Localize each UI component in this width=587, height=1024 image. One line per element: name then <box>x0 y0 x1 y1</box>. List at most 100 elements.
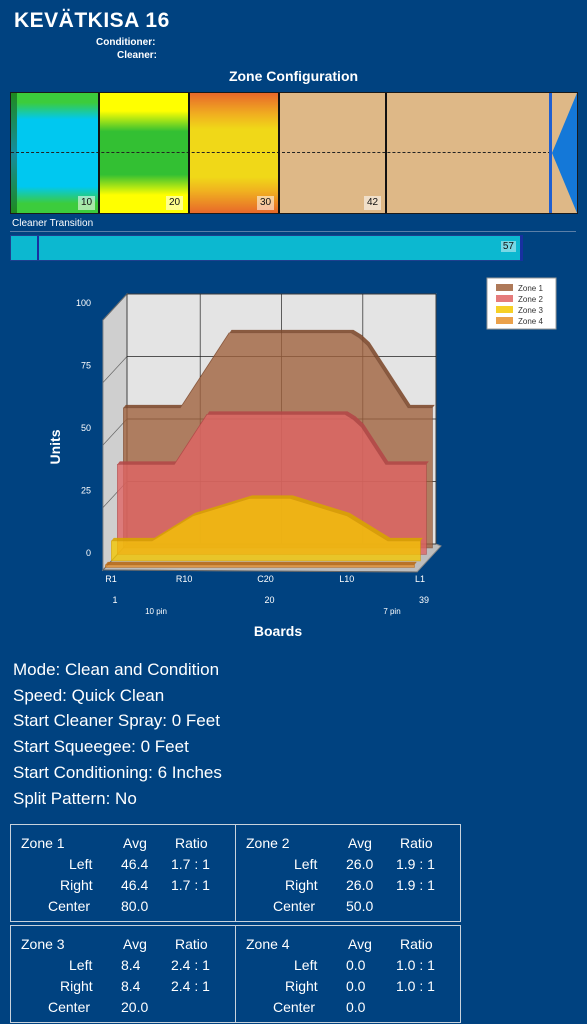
y-tick-label: 100 <box>76 298 91 308</box>
x-tick-label: L1 <box>415 574 425 584</box>
legend-label: Zone 3 <box>518 306 543 315</box>
zone-3-region <box>189 93 279 213</box>
zone-4-stats-box: Zone 4 Avg Ratio Left 0.0 1.0 : 1 Right 0.0 1.0 … <box>235 925 461 1023</box>
zone-2-stats-box: Zone 2 Avg Ratio Left 26.0 1.9 : 1 Right 26.0 1.… <box>235 824 461 922</box>
ratio-header: Ratio <box>400 936 433 952</box>
y-tick-label: 25 <box>81 486 91 496</box>
zone-1-edge <box>11 93 17 213</box>
legend-swatch <box>496 306 513 313</box>
zone-divider-10[interactable] <box>98 93 100 213</box>
legend-swatch <box>496 295 513 302</box>
x-axis-title: Boards <box>254 623 302 639</box>
zone-configuration-title: Zone Configuration <box>228 68 359 84</box>
lane-center-line <box>11 152 551 153</box>
x-tick-label: R10 <box>176 574 193 584</box>
y-tick-label: 0 <box>86 548 91 558</box>
x-annotation-10-pin: 10 pin <box>145 607 167 616</box>
left-avg: 8.4 <box>121 957 141 973</box>
cleaner-label: Cleaner: <box>117 50 158 61</box>
right-ratio: 1.9 : 1 <box>396 877 435 893</box>
right-label: Right <box>285 978 318 994</box>
zone-configuration-strip[interactable]: 10 20 30 42 <box>10 92 578 214</box>
zone-boundary-label: 30 <box>257 196 275 210</box>
series-top-1 <box>123 329 435 408</box>
left-ratio: 1.9 : 1 <box>396 856 435 872</box>
pin-deck-arrow-icon <box>552 93 577 213</box>
series-top-4 <box>105 561 417 565</box>
y-tick-label: 75 <box>81 361 91 371</box>
right-avg: 26.0 <box>346 877 374 893</box>
pattern-title: KEVÄTKISA 16 <box>14 9 170 32</box>
center-label: Center <box>48 999 91 1015</box>
center-avg: 80.0 <box>121 898 149 914</box>
center-avg: 0.0 <box>346 999 366 1015</box>
legend-swatch <box>496 284 513 291</box>
avg-header: Avg <box>348 936 372 952</box>
left-label: Left <box>294 856 318 872</box>
left-label: Left <box>69 957 93 973</box>
zone-divider-30[interactable] <box>278 93 280 213</box>
legend-swatch <box>496 317 513 324</box>
y-tick-label: 50 <box>81 423 91 433</box>
x-board-number: 1 <box>112 595 117 605</box>
right-label: Right <box>285 877 318 893</box>
x-board-number: 20 <box>264 595 274 605</box>
start-squeegee-setting: Start Squeegee: 0 Feet <box>13 737 189 756</box>
chart-gridline-side <box>102 293 128 321</box>
right-label: Right <box>60 877 93 893</box>
y-axis-title: Units <box>47 429 63 464</box>
legend-label: Zone 1 <box>518 284 543 293</box>
ratio-header: Ratio <box>175 936 208 952</box>
center-label: Center <box>273 999 316 1015</box>
left-ratio: 1.7 : 1 <box>171 856 210 872</box>
chart-floor-edge <box>102 569 418 573</box>
x-annotation-7-pin: 7 pin <box>383 607 400 616</box>
conditioner-label: Conditioner: <box>96 37 156 48</box>
speed-setting: Speed: Quick Clean <box>13 686 165 705</box>
zone-divider-42[interactable] <box>385 93 387 213</box>
left-ratio: 2.4 : 1 <box>171 957 210 973</box>
cleaner-transition-value: 57 <box>500 241 516 252</box>
x-tick-label: R1 <box>105 574 117 584</box>
legend-label: Zone 2 <box>518 295 543 304</box>
series-area-4 <box>105 564 415 568</box>
right-avg: 0.0 <box>346 978 366 994</box>
zone-boundary-label: 20 <box>166 196 184 210</box>
ratio-header: Ratio <box>400 835 433 851</box>
start-cleaner-spray-setting: Start Cleaner Spray: 0 Feet <box>13 711 220 730</box>
left-label: Left <box>69 856 93 872</box>
zone-2-region <box>99 93 189 213</box>
center-label: Center <box>273 898 316 914</box>
series-area-3 <box>111 497 421 562</box>
chart-gridline-side <box>102 356 128 383</box>
left-avg: 0.0 <box>346 957 366 973</box>
cleaner-transition-start-handle[interactable] <box>37 236 39 260</box>
x-board-number: 39 <box>419 595 429 605</box>
zone-divider-20[interactable] <box>188 93 190 213</box>
x-tick-label: L10 <box>339 574 354 584</box>
zone-boundary-label: 42 <box>364 196 382 210</box>
zone-name: Zone 1 <box>21 835 65 851</box>
start-conditioning-setting: Start Conditioning: 6 Inches <box>13 763 222 782</box>
legend-label: Zone 4 <box>518 317 543 326</box>
oil-pattern-chart: 0 25 50 75 100 R1 R10 C20 L10 L1 1 20 39 10 pin 7 pin B… <box>0 275 587 645</box>
ratio-header: Ratio <box>175 835 208 851</box>
mode-setting: Mode: Clean and Condition <box>13 660 220 679</box>
oil-pattern-chart-svg: 0 25 50 75 100 R1 R10 C20 L10 L1 1 20 39 10 pin 7 pin B… <box>47 277 557 639</box>
zone-name: Zone 2 <box>246 835 290 851</box>
right-avg: 8.4 <box>121 978 141 994</box>
center-avg: 20.0 <box>121 999 149 1015</box>
avg-header: Avg <box>348 835 372 851</box>
left-avg: 26.0 <box>346 856 374 872</box>
zone-boundary-label: 10 <box>78 196 96 210</box>
cleaner-transition-divider <box>10 231 576 232</box>
cleaner-transition-bar[interactable]: 57 <box>10 235 523 261</box>
pin-deck-line <box>549 93 552 213</box>
right-ratio: 1.7 : 1 <box>171 877 210 893</box>
zone-name: Zone 3 <box>21 936 65 952</box>
left-ratio: 1.0 : 1 <box>396 957 435 973</box>
cleaner-transition-end-handle[interactable] <box>520 235 523 261</box>
x-tick-label: C20 <box>257 574 274 584</box>
zone-3-stats-box: Zone 3 Avg Ratio Left 8.4 2.4 : 1 Right 8.4 2.4 … <box>10 925 236 1023</box>
right-avg: 46.4 <box>121 877 149 893</box>
